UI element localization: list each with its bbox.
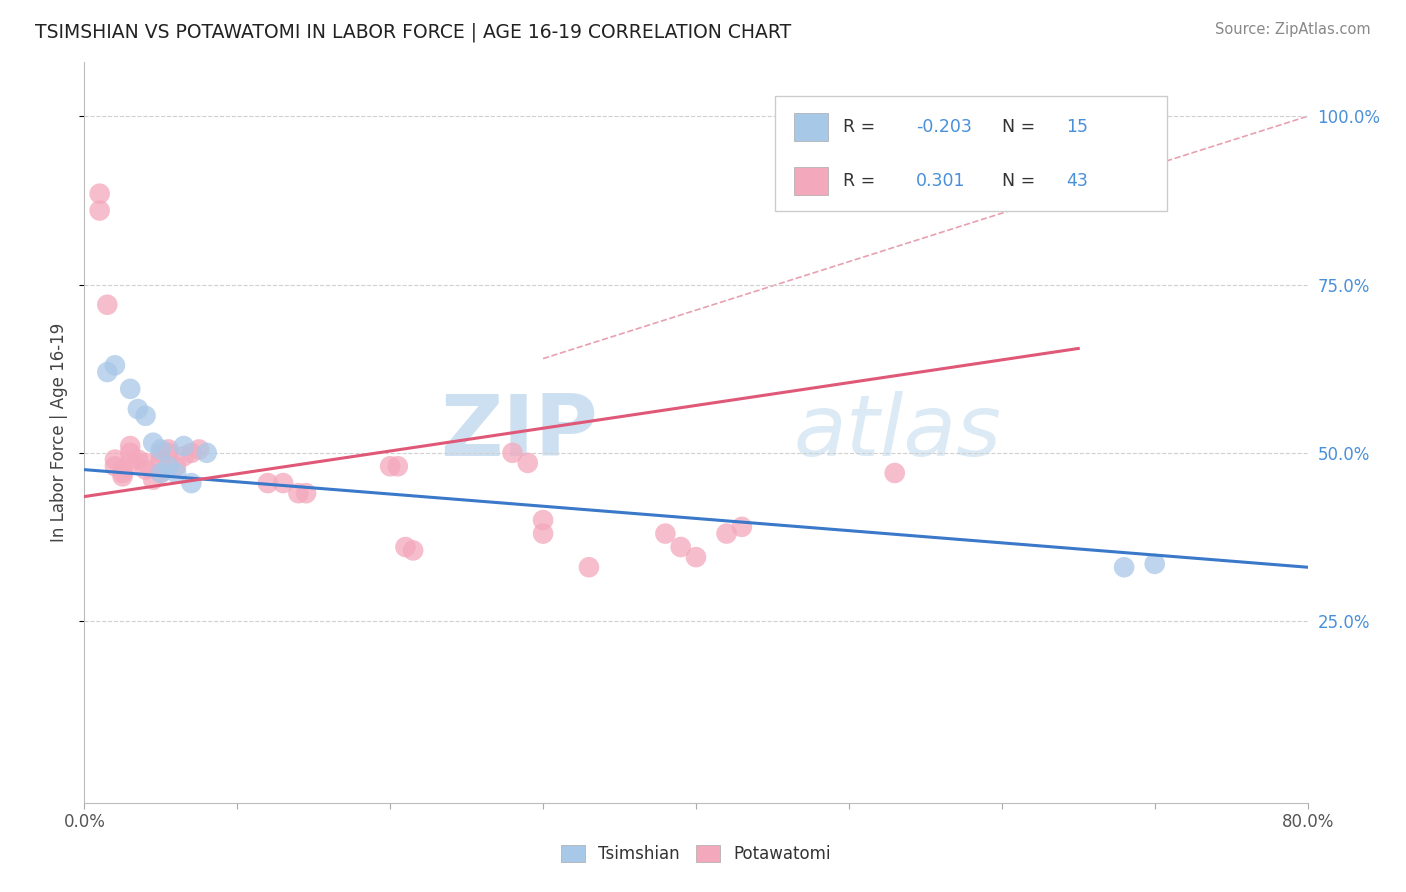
Point [149, 466, 172, 480]
Bar [794, 112, 828, 141]
Point [502, 446, 524, 460]
Point [165, 466, 187, 480]
Point [135, 462, 157, 476]
Point [111, 469, 134, 483]
Point [195, 446, 218, 460]
Point [685, 550, 707, 565]
Point [387, 459, 409, 474]
Point [135, 409, 157, 423]
Text: 15: 15 [1067, 118, 1088, 136]
Point [578, 560, 600, 574]
Point [104, 452, 127, 467]
Point [180, 476, 202, 491]
Text: atlas: atlas [794, 391, 1002, 475]
Text: TSIMSHIAN VS POTAWATOMI IN LABOR FORCE | AGE 16-19 CORRELATION CHART: TSIMSHIAN VS POTAWATOMI IN LABOR FORCE |… [35, 22, 792, 42]
Text: -0.203: -0.203 [917, 118, 972, 136]
Point [1114, 560, 1136, 574]
Point [111, 462, 134, 476]
Point [394, 540, 416, 554]
Point [127, 452, 149, 467]
Point [135, 456, 157, 470]
Point [669, 540, 692, 554]
Point [127, 402, 149, 417]
Point [883, 466, 905, 480]
Point [731, 520, 754, 534]
Text: 0.301: 0.301 [917, 172, 966, 190]
Point [89, 203, 111, 218]
Point [104, 459, 127, 474]
Point [142, 473, 165, 487]
Point [180, 446, 202, 460]
Point [271, 476, 294, 491]
Text: R =: R = [842, 172, 880, 190]
Point [120, 446, 142, 460]
Point [531, 526, 554, 541]
Point [96, 365, 118, 379]
Point [149, 466, 172, 480]
Point [295, 486, 318, 500]
Point [516, 456, 538, 470]
Point [287, 486, 309, 500]
Point [165, 459, 187, 474]
Point [531, 513, 554, 527]
Text: 43: 43 [1067, 172, 1088, 190]
Point [157, 442, 180, 457]
Point [380, 459, 402, 474]
Point [402, 543, 425, 558]
Point [149, 442, 172, 457]
Point [89, 186, 111, 201]
Point [157, 446, 180, 460]
Point [149, 452, 172, 467]
Text: N =: N = [1002, 172, 1040, 190]
Point [149, 446, 172, 460]
Point [120, 439, 142, 453]
Point [188, 442, 211, 457]
FancyBboxPatch shape [776, 95, 1167, 211]
Y-axis label: In Labor Force | Age 16-19: In Labor Force | Age 16-19 [51, 323, 69, 542]
Point [157, 459, 180, 474]
Text: R =: R = [842, 118, 880, 136]
Point [1143, 557, 1166, 571]
Point [120, 456, 142, 470]
Point [173, 439, 195, 453]
Text: ZIP: ZIP [440, 391, 598, 475]
Point [173, 449, 195, 463]
Point [104, 359, 127, 373]
Text: N =: N = [1002, 118, 1040, 136]
Legend: Tsimshian, Potawatomi: Tsimshian, Potawatomi [555, 838, 837, 870]
Point [257, 476, 280, 491]
Point [96, 298, 118, 312]
Point [120, 382, 142, 396]
Point [111, 466, 134, 480]
Bar [794, 167, 828, 195]
Text: Source: ZipAtlas.com: Source: ZipAtlas.com [1215, 22, 1371, 37]
Point [716, 526, 738, 541]
Point [142, 435, 165, 450]
Point [654, 526, 676, 541]
